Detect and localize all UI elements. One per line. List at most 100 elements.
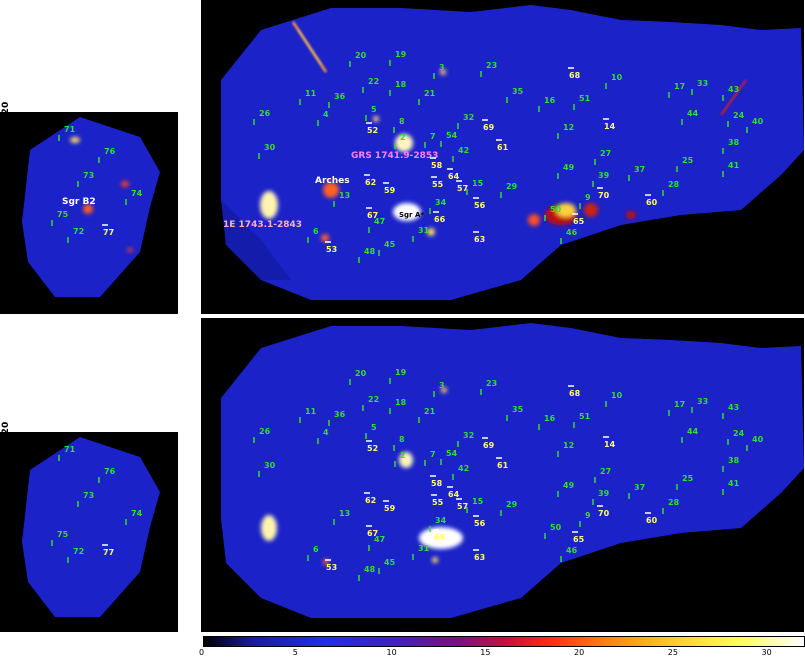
source-label-11: 11 [305,407,317,416]
source-label-5: 5 [371,423,377,432]
source-label-28: 28 [668,180,680,189]
source-label-37: 37 [634,165,645,174]
source-markers: 2345678910111213151617181920212223242526… [253,368,764,581]
source-label-73: 73 [83,491,94,500]
source-label-67: 67 [367,211,378,220]
source-label-21: 21 [424,89,436,98]
source-label-71: 71 [64,445,76,454]
y-tick-label: 0.00 [1,179,11,202]
source-label-32: 32 [463,431,474,440]
y-tick-label: 0.10 [1,139,11,162]
source-label-7: 7 [430,132,436,141]
source-label-10: 10 [611,391,623,400]
source-label-65: 65 [573,217,585,226]
source-label-14: 14 [604,122,616,131]
image-panel-bottom: 2 3 4 5 6 7 8 9 10 11 12 13 15 16 17 18 19 20 21 22 23 24 25 26… [201,318,804,632]
x-tick-label: 0.00 [371,300,394,310]
source-label-4: 4 [323,428,329,437]
source-label-58: 58 [431,161,443,170]
source-label-18: 18 [395,398,407,407]
source-label-29: 29 [506,500,518,509]
x-tick-label: 0.60 [110,620,133,630]
source-label-56: 56 [474,201,486,210]
source-label-35: 35 [512,405,524,414]
source-label-35: 35 [512,87,524,96]
source-label-77: 77 [103,228,114,237]
source-label-41: 41 [728,479,740,488]
source-label-17: 17 [674,82,685,91]
source-label-67: 67 [367,529,378,538]
image-panel-sgrb2: Sgr B2 71 72 73 74 75 76 77 [0,112,178,314]
y-tick-label: 0.00 [204,509,214,532]
source-label-66: 66 [434,533,446,542]
source-label-40: 40 [752,117,764,126]
source-label-74: 74 [131,189,143,198]
source-label-54: 54 [446,131,458,140]
source-label-60: 60 [646,516,658,525]
source-label-61: 61 [497,143,509,152]
source-label-48: 48 [364,247,376,256]
source-label-60: 60 [646,198,658,207]
source-label-6: 6 [313,227,319,236]
source-label-59: 59 [384,186,396,195]
source-label-31: 31 [418,226,430,235]
xray-mosaic-sgrb2-bottom: 71 72 73 74 75 76 77 [22,437,160,617]
source-label-18: 18 [395,80,407,89]
x-tick-label: 359.40 [643,618,678,628]
source-label-56: 56 [474,519,486,528]
x-tick-label: 359.80 [462,618,497,628]
source-label-7: 7 [430,450,436,459]
xray-mosaic-sgrb2: Sgr B2 71 72 73 74 75 76 77 [22,117,160,297]
source-label-16: 16 [544,414,556,423]
source-label-54: 54 [446,449,458,458]
source-label-2: 2 [400,451,406,460]
source-label-72: 72 [73,547,84,556]
x-tick-label: 0.70 [60,300,83,310]
y-tick-label: -0.20 [204,590,214,616]
source-label-43: 43 [728,403,739,412]
label-sgra: Sgr A* [399,211,424,219]
source-label-48: 48 [364,565,376,574]
source-label-64: 64 [448,172,460,181]
source-label-68: 68 [569,71,581,80]
source-label-3: 3 [439,63,445,72]
y-tick-label: -0.10 [204,230,214,256]
source-label-63: 63 [474,235,485,244]
source-label-28: 28 [668,498,680,507]
y-tick-label: 0.10 [1,459,11,482]
source-label-42: 42 [458,146,469,155]
source-labels: GRS 1741.9-2853 Arches 1E 1743.1-2843 Sg… [223,151,438,230]
source-markers: 2345678910111213151617181920212223242526… [253,50,764,263]
source-label-20: 20 [355,51,367,60]
source-label-15: 15 [472,497,484,506]
source-label-71: 71 [64,125,76,134]
source-label-46: 46 [566,546,578,555]
source-markers: 71 72 73 74 75 76 77 [51,125,143,243]
source-label-40: 40 [752,435,764,444]
source-label-76: 76 [104,147,116,156]
y-tick-label: 0.30 [204,65,214,88]
source-label-2: 2 [400,133,406,142]
label-1e: 1E 1743.1-2843 [223,220,302,230]
colorbar-tick-label: 25 [667,648,678,657]
x-tick-label: 0.80 [7,620,30,630]
source-label-32: 32 [463,113,474,122]
source-label-33: 33 [697,79,708,88]
source-label-15: 15 [472,179,484,188]
source-label-16: 16 [544,96,556,105]
source-label-25: 25 [682,156,694,165]
source-label-44: 44 [687,427,699,436]
source-label-13: 13 [339,509,350,518]
source-label-76: 76 [104,467,116,476]
source-label-34: 34 [435,516,447,525]
y-tick-label: -0.10 [1,538,11,564]
source-label-53: 53 [326,245,337,254]
source-label-30: 30 [264,143,276,152]
source-label-9: 9 [585,511,591,520]
y-tick-label: -0.20 [1,578,11,604]
colorbar-tick-label: 15 [480,648,491,657]
source-label-74: 74 [131,509,143,518]
y-tick-label: -0.10 [204,548,214,574]
source-label-47: 47 [374,535,385,544]
source-label-25: 25 [682,474,694,483]
